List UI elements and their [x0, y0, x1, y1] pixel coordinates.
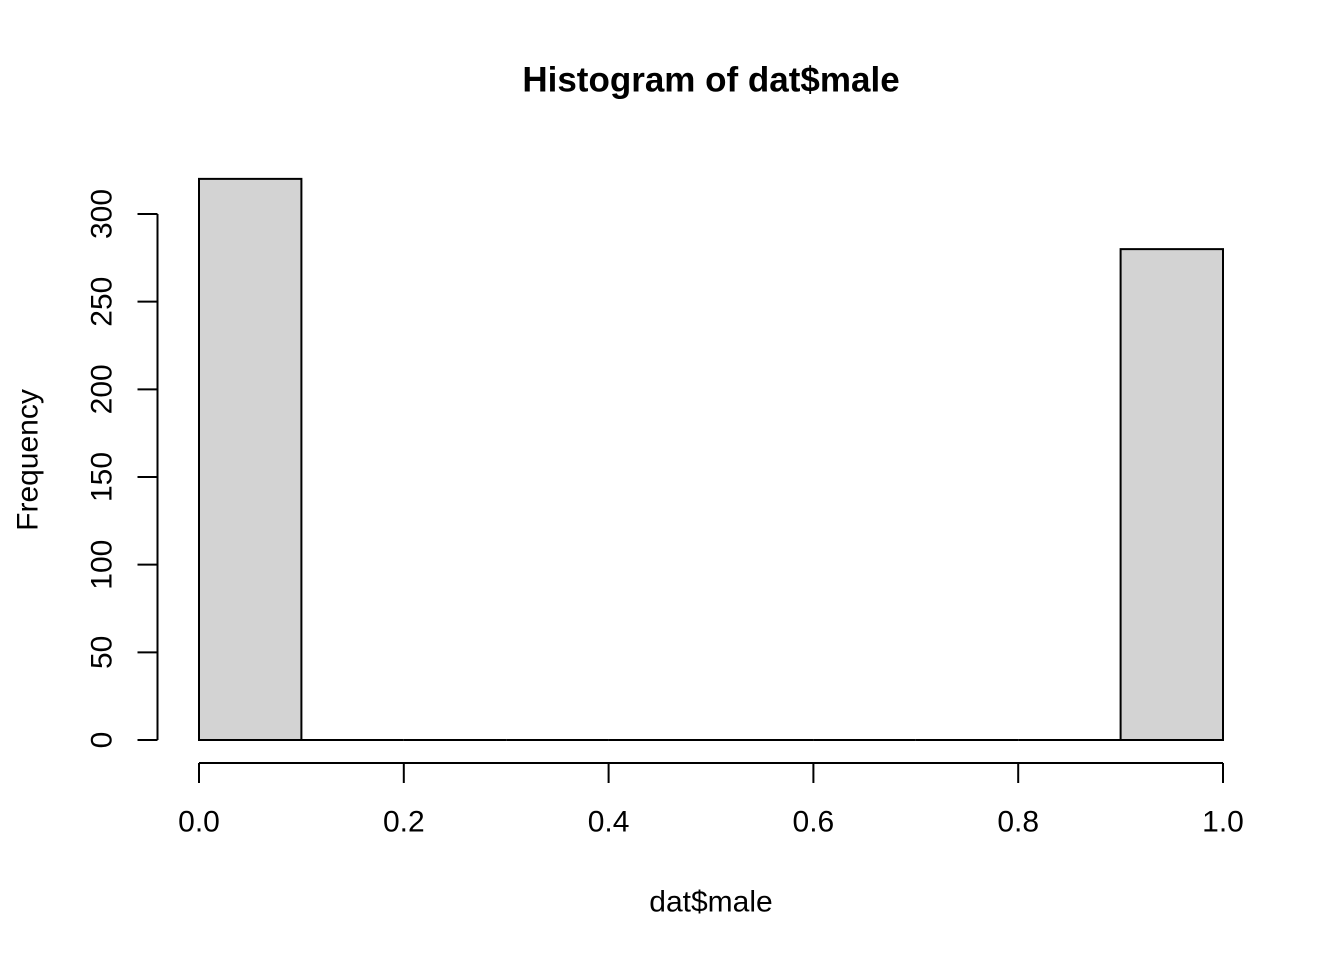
chart-title: Histogram of dat$male — [522, 60, 899, 99]
x-tick-label: 0.0 — [178, 806, 220, 839]
x-tick-label: 0.8 — [997, 806, 1039, 839]
y-tick-label: 150 — [86, 452, 119, 502]
y-tick-label: 200 — [86, 364, 119, 414]
histogram-bars — [198, 177, 1224, 741]
y-tick-label: 300 — [86, 189, 119, 239]
x-tick-label: 1.0 — [1202, 806, 1244, 839]
x-tick-label: 0.2 — [383, 806, 425, 839]
y-axis: 0 50 100 150 200 250 300 — [86, 189, 159, 749]
y-tick-label: 250 — [86, 277, 119, 327]
x-tick-label: 0.4 — [588, 806, 630, 839]
y-axis-title: Frequency — [12, 389, 45, 531]
y-tick-label: 100 — [86, 540, 119, 590]
y-tick-label: 50 — [86, 636, 119, 669]
x-axis-title: dat$male — [649, 886, 772, 919]
x-tick-label: 0.6 — [793, 806, 835, 839]
histogram-bar — [1119, 248, 1224, 741]
y-tick-label: 0 — [86, 732, 119, 749]
histogram-bar — [198, 177, 303, 741]
x-axis: 0.0 0.2 0.4 0.6 0.8 1.0 — [178, 762, 1244, 839]
